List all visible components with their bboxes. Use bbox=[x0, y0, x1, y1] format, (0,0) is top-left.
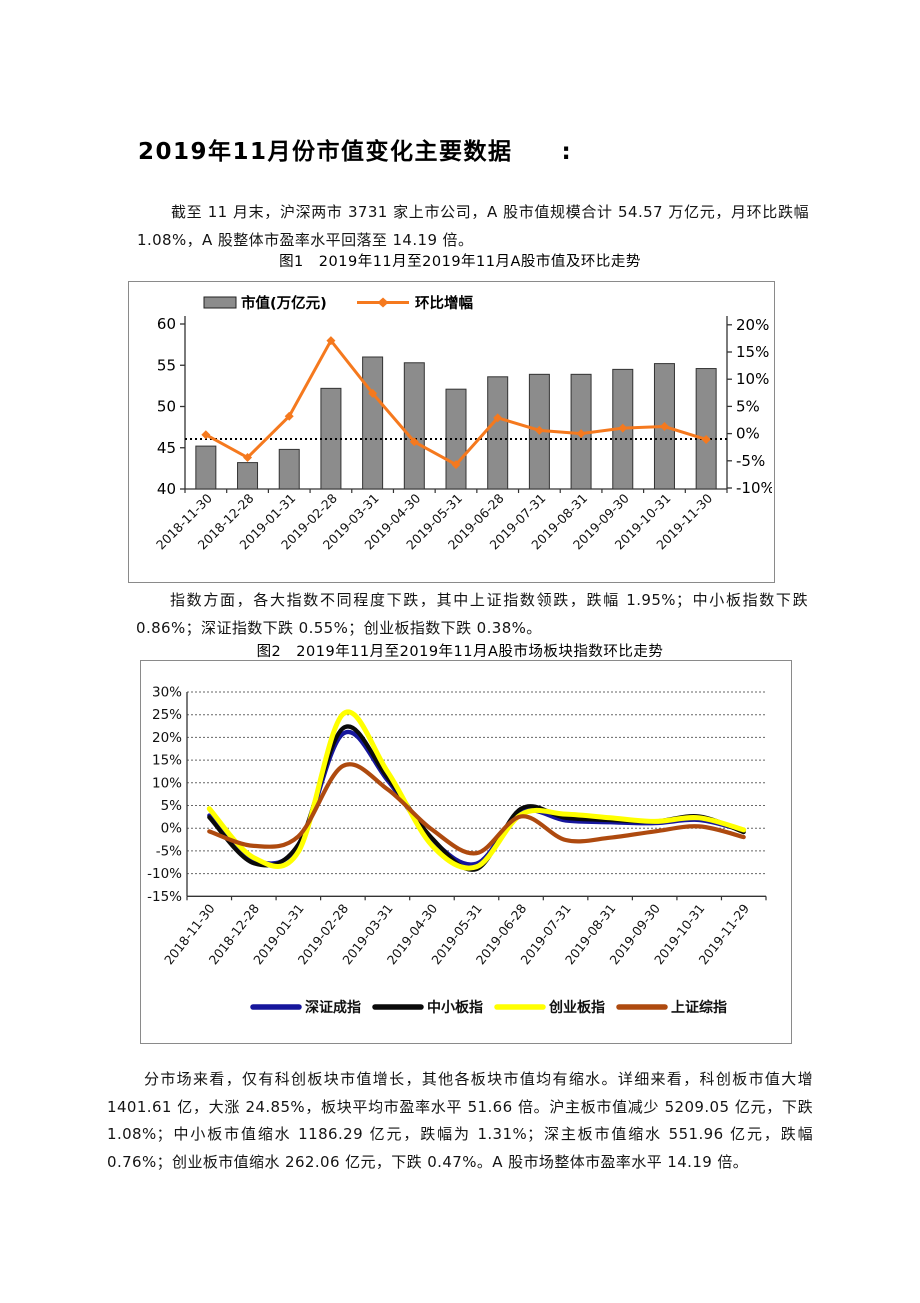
paragraph-2: 指数方面，各大指数不同程度下跌，其中上证指数领跌，跌幅 1.95%；中小板指数下… bbox=[136, 591, 808, 637]
svg-text:15%: 15% bbox=[152, 753, 182, 769]
svg-text:50: 50 bbox=[157, 398, 176, 416]
svg-text:25%: 25% bbox=[152, 707, 182, 723]
document-title: 2019年11月份市值变化主要数据 : bbox=[138, 139, 573, 165]
figure1-chart: 40 45 50 55 60 -10% -5% 0% 5% 10% 15% 20% 2018-11-30… bbox=[128, 281, 775, 583]
svg-text:60: 60 bbox=[157, 315, 176, 333]
svg-text:45: 45 bbox=[157, 439, 176, 457]
svg-text:-10%: -10% bbox=[736, 479, 772, 497]
figure1-chart-svg: 4045505560-10%-5%0%5%10%15%20%2018-11-30… bbox=[153, 294, 772, 552]
svg-text:10%: 10% bbox=[736, 370, 769, 388]
svg-text:-5%: -5% bbox=[736, 452, 765, 470]
paragraph-1: 截至 11 月末，沪深两市 3731 家上市公司，A 股市值规模合计 54.57… bbox=[137, 203, 809, 249]
svg-text:创业板指: 创业板指 bbox=[548, 999, 605, 1016]
svg-text:深证成指: 深证成指 bbox=[305, 999, 361, 1016]
svg-text:-10%: -10% bbox=[147, 866, 182, 882]
svg-text:市值(万亿元): 市值(万亿元) bbox=[241, 294, 327, 312]
svg-text:-15%: -15% bbox=[147, 889, 182, 905]
figure2-chart: -15% -10% -5% 0% 5% 10% 15% 20% 25% 30% 2018-11-30… bbox=[140, 660, 792, 1044]
figure2-chart-svg: -15%-10%-5%0%5%10%15%20%25%30%2018-11-30… bbox=[147, 685, 767, 1016]
svg-text:5%: 5% bbox=[736, 397, 760, 415]
svg-text:15%: 15% bbox=[736, 343, 769, 361]
svg-text:40: 40 bbox=[157, 480, 176, 498]
svg-text:中小板指: 中小板指 bbox=[427, 999, 483, 1016]
svg-text:10%: 10% bbox=[152, 775, 182, 791]
svg-text:20%: 20% bbox=[736, 316, 769, 334]
figure2-caption: 图2 2019年11月至2019年11月A股市场板块指数环比走势 bbox=[256, 644, 664, 660]
svg-text:0%: 0% bbox=[736, 425, 760, 443]
svg-text:-5%: -5% bbox=[156, 843, 182, 859]
svg-text:20%: 20% bbox=[152, 730, 182, 746]
svg-text:5%: 5% bbox=[161, 798, 183, 814]
svg-text:55: 55 bbox=[157, 356, 176, 374]
svg-text:上证综指: 上证综指 bbox=[671, 999, 727, 1016]
svg-text:30%: 30% bbox=[152, 685, 182, 701]
figure1-caption: 图1 2019年11月至2019年11月A股市值及环比走势 bbox=[279, 254, 641, 270]
svg-text:0%: 0% bbox=[161, 821, 183, 837]
paragraph-3: 分市场来看，仅有科创板块市值增长，其他各板块市值均有缩水。详细来看，科创板市值大… bbox=[107, 1070, 813, 1171]
svg-text:环比增幅: 环比增幅 bbox=[415, 294, 473, 312]
